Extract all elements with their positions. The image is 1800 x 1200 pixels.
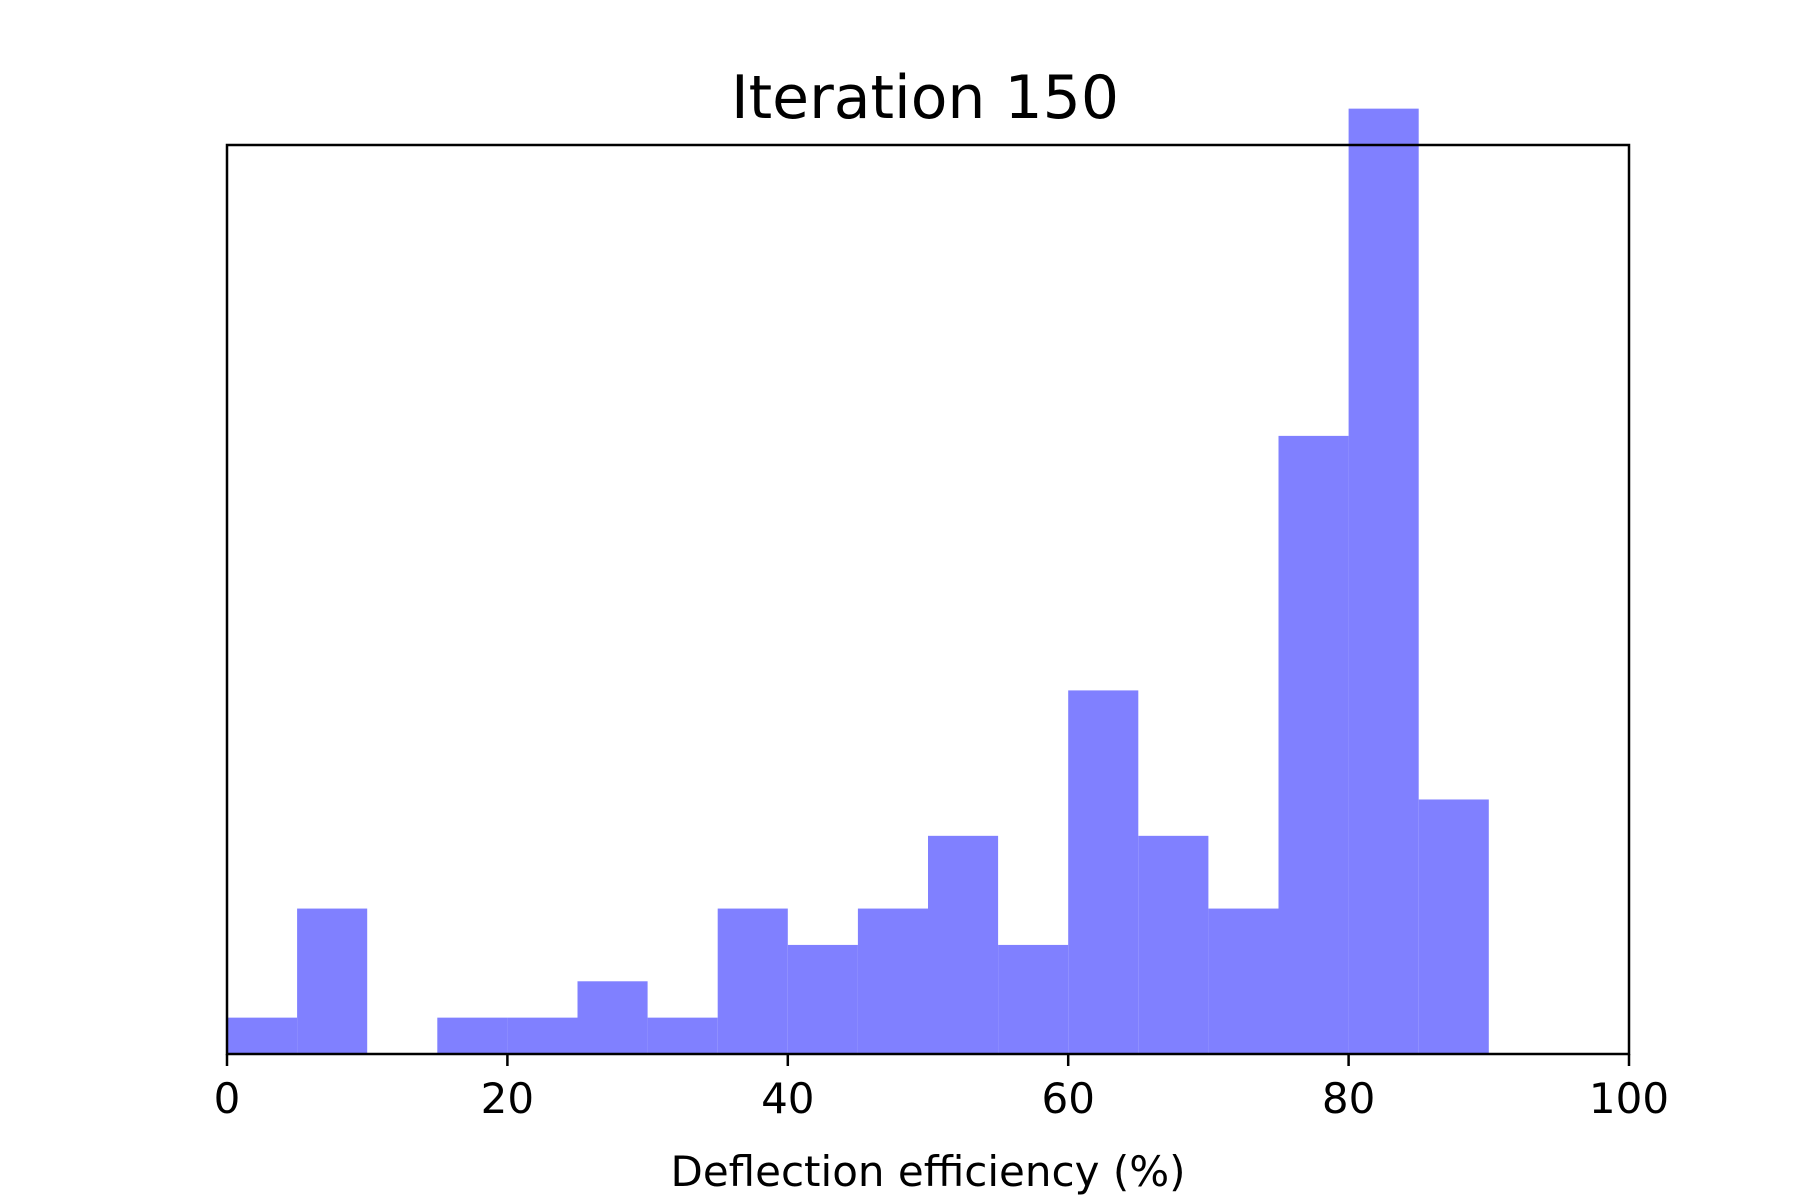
x-tick-label-4: 80	[1322, 1074, 1375, 1123]
histogram-bar-5	[577, 981, 648, 1054]
x-tick-label-5: 100	[1589, 1074, 1669, 1123]
histogram-bar-0	[227, 1017, 298, 1054]
histogram-bar-11	[998, 944, 1069, 1054]
histogram-bar-16	[1348, 108, 1419, 1054]
histogram-bar-3	[437, 1017, 508, 1054]
x-axis-label: Deflection efficiency (%)	[670, 1147, 1185, 1196]
histogram-bar-8	[787, 944, 858, 1054]
x-tick-label-1: 20	[481, 1074, 534, 1123]
x-axis-ticks: 0 20 40 60 80 100	[214, 1054, 1669, 1123]
histogram-bar-15	[1278, 435, 1349, 1054]
x-tick-label-3: 60	[1041, 1074, 1094, 1123]
histogram-bar-4	[507, 1017, 578, 1054]
chart-title: Iteration 150	[731, 63, 1119, 133]
histogram-bar-9	[857, 908, 928, 1054]
bars-layer	[227, 108, 1489, 1054]
histogram-bar-13	[1138, 835, 1209, 1054]
plot-frame	[225, 143, 1631, 1056]
histogram-bar-1	[297, 908, 368, 1054]
x-tick-label-2: 40	[761, 1074, 814, 1123]
histogram-bar-12	[1068, 690, 1139, 1054]
histogram-bar-17	[1418, 799, 1489, 1054]
histogram-bar-14	[1208, 908, 1279, 1054]
histogram-bar-6	[647, 1017, 718, 1054]
histogram-bar-10	[928, 835, 999, 1054]
x-tick-label-0: 0	[214, 1074, 241, 1123]
histogram-bar-7	[717, 908, 788, 1054]
